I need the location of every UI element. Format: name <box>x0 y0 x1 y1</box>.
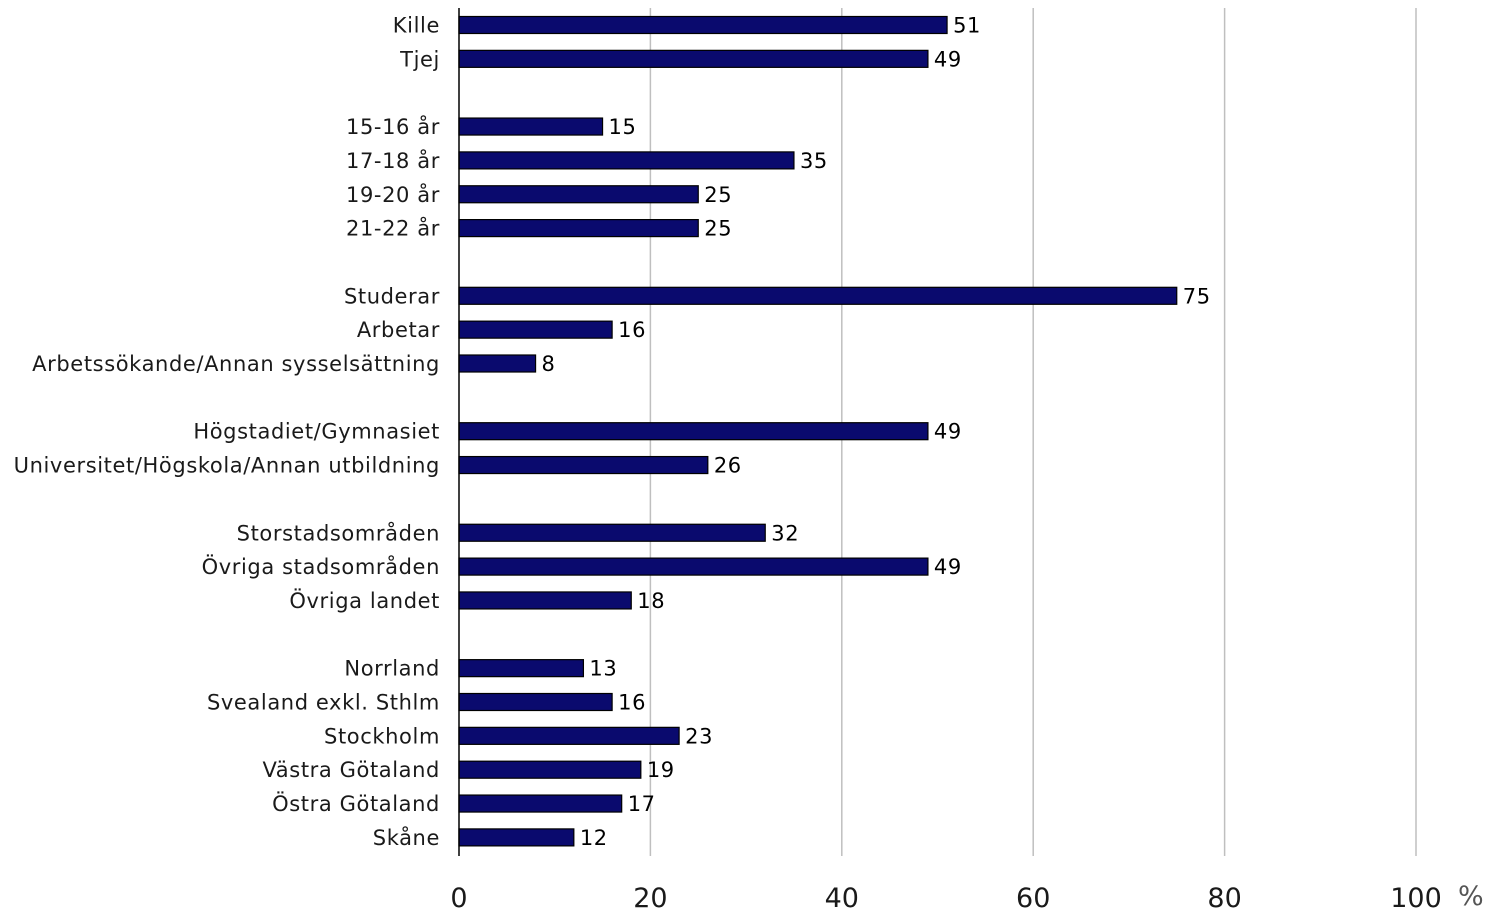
x-tick-label: 0 <box>450 883 467 912</box>
bar-5-4 <box>458 794 623 813</box>
value-label: 49 <box>934 420 962 444</box>
value-label: 25 <box>704 183 732 207</box>
category-label: Västra Götaland <box>262 758 440 782</box>
category-label: Norrland <box>344 657 440 681</box>
value-label: 75 <box>1183 284 1211 308</box>
value-label: 49 <box>934 555 962 579</box>
value-label: 32 <box>771 521 799 545</box>
value-label: 18 <box>637 589 665 613</box>
value-label: 12 <box>580 826 608 850</box>
bar-5-3 <box>458 760 642 779</box>
bar-5-1 <box>458 692 613 712</box>
x-unit-label: % <box>1458 881 1484 912</box>
category-label: 15-16 år <box>346 114 440 139</box>
bar-5-0 <box>458 659 585 678</box>
category-label: Studerar <box>344 284 440 308</box>
value-label: 51 <box>953 14 981 38</box>
value-label: 16 <box>618 318 646 342</box>
value-label: 25 <box>704 217 732 241</box>
bar-4-0 <box>458 523 766 542</box>
bar-1-1 <box>458 151 795 170</box>
bar-2-2 <box>458 354 537 373</box>
category-label: Arbetar <box>357 318 440 342</box>
bar-1-0 <box>458 117 604 136</box>
category-label: Skåne <box>373 825 440 850</box>
bar-0-1 <box>458 49 929 68</box>
bar-2-0 <box>458 286 1178 305</box>
x-tick-label: 100 <box>1390 883 1442 912</box>
bar-1-3 <box>458 219 699 238</box>
bar-5-2 <box>458 726 680 745</box>
category-label: Stockholm <box>324 724 440 748</box>
category-label: Övriga landet <box>289 588 440 613</box>
category-label: 17-18 år <box>346 148 440 173</box>
bar-1-2 <box>458 185 699 204</box>
bar-3-0 <box>458 422 929 441</box>
value-label: 19 <box>647 758 675 782</box>
value-label: 16 <box>618 691 646 715</box>
category-label: Kille <box>393 14 440 38</box>
category-labels: Kille Tjej 15-16 år 17-18 år 19-20 år 21-22 å… <box>14 14 440 850</box>
category-label: Arbetssökande/Annan sysselsättning <box>32 352 440 376</box>
value-label: 15 <box>609 115 637 139</box>
bar-5-5 <box>458 828 575 847</box>
category-label: Tjej <box>399 47 440 71</box>
x-tick-label: 60 <box>1016 883 1050 912</box>
value-label: 8 <box>542 352 556 376</box>
category-label: Storstadsområden <box>237 520 440 545</box>
bar-3-1 <box>458 455 709 475</box>
bar-2-1 <box>458 320 613 339</box>
category-label: Svealand exkl. Sthlm <box>207 691 440 715</box>
x-tick-label: 80 <box>1207 883 1241 912</box>
value-label: 35 <box>800 149 828 173</box>
category-label: Östra Götaland <box>272 791 440 816</box>
category-label: Övriga stadsområden <box>202 554 440 579</box>
category-label: Högstadiet/Gymnasiet <box>193 420 440 444</box>
x-tick-label: 40 <box>825 883 859 912</box>
value-label: 49 <box>934 47 962 71</box>
value-label: 13 <box>589 657 617 681</box>
value-label: 23 <box>685 724 713 748</box>
category-label: 19-20 år <box>346 182 440 207</box>
value-label: 26 <box>714 454 742 478</box>
bar-4-1 <box>458 557 929 576</box>
bars <box>458 15 1178 847</box>
category-label: Universitet/Högskola/Annan utbildning <box>14 454 440 478</box>
value-label: 17 <box>628 792 656 816</box>
gridlines <box>649 8 1417 856</box>
bar-0-0 <box>458 15 948 35</box>
x-tick-labels: 0 20 40 60 80 100 <box>450 883 1441 912</box>
bar-4-2 <box>458 591 632 610</box>
x-tick-label: 20 <box>633 883 667 912</box>
category-label: 21-22 år <box>346 216 440 241</box>
